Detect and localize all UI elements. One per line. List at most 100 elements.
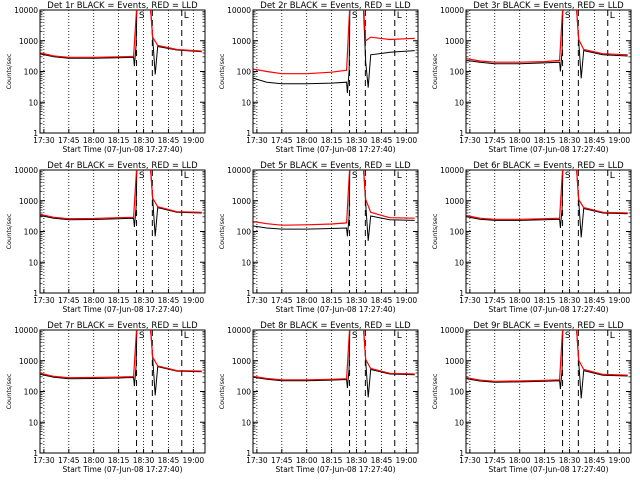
state-marker-l: L [397,171,402,181]
state-marker-s: S [565,331,571,341]
x-tick-label: 18:00 [296,296,318,305]
state-marker-s: S [139,331,145,341]
detector-panel: Det 5r BLACK = Events, RED = LLD 1 10 100 10… [218,161,419,314]
x-tick-label: 18:15 [108,136,130,145]
series-line-events [40,10,202,75]
panel-title: Det 2r BLACK = Events, RED = LLD [260,1,411,11]
x-tick-label: 19:00 [183,456,205,465]
x-tick-label: 17:30 [459,456,481,465]
x-tick-label: 18:45 [371,136,393,145]
plot-frame [39,9,206,134]
x-tick-label: 18:45 [371,456,393,465]
x-tick-label: 18:30 [133,296,155,305]
detector-panel: Det 6r BLACK = Events, RED = LLD 1 10 100 10… [431,161,632,314]
x-axis-label: Start Time (07-Jun-08 17:27:40) [63,465,183,474]
series-line-events [40,330,202,396]
y-tick-label: 100 [24,228,39,237]
x-tick-label: 17:45 [58,136,80,145]
y-tick-label: 100 [237,68,252,77]
state-marker-s: S [352,171,358,181]
x-tick-label: 18:30 [346,296,368,305]
plot-frame [465,329,632,454]
y-tick-label: 1000 [19,197,38,206]
x-tick-label: 18:15 [321,136,343,145]
x-tick-label: 18:45 [371,296,393,305]
y-tick-label: 10 [28,418,38,427]
state-marker-l: L [184,331,189,341]
x-tick-label: 19:00 [183,296,205,305]
y-tick-label: 1 [246,449,251,458]
x-tick-label: 18:30 [559,456,581,465]
y-tick-label: 10000 [227,6,251,15]
detector-panel: Det 2r BLACK = Events, RED = LLD 1 10 100 10… [218,1,419,154]
x-tick-label: 17:30 [33,456,55,465]
x-tick-label: 17:30 [246,136,268,145]
series-line-events [466,330,628,399]
series-group [40,10,202,75]
y-tick-label: 1 [33,289,38,298]
state-marker-l: L [397,11,402,21]
state-marker-l: L [610,171,615,181]
y-axis-label: Counts/sec [218,213,226,249]
x-tick-label: 18:00 [296,136,318,145]
y-tick-label: 10 [28,258,38,267]
state-marker-s: S [565,171,571,181]
x-axis-label: Start Time (07-Jun-08 17:27:40) [276,145,396,154]
state-marker-s: S [565,11,571,21]
x-axis-label: Start Time (07-Jun-08 17:27:40) [276,305,396,314]
plot-frame [252,169,419,294]
x-tick-label: 18:45 [158,136,180,145]
x-tick-label: 19:00 [609,456,631,465]
y-tick-label: 100 [450,68,465,77]
x-tick-label: 17:45 [58,296,80,305]
y-tick-label: 100 [450,388,465,397]
x-tick-label: 18:15 [108,296,130,305]
series-group [40,170,202,237]
panel-title: Det 5r BLACK = Events, RED = LLD [260,161,411,171]
detector-panel: Det 7r BLACK = Events, RED = LLD 1 10 100 10… [5,321,206,474]
series-line-lld [40,170,202,220]
y-tick-label: 10000 [440,6,464,15]
series-group [466,10,628,79]
panel-title: Det 6r BLACK = Events, RED = LLD [473,161,624,171]
x-tick-label: 19:00 [609,296,631,305]
plot-frame [39,329,206,454]
y-tick-label: 10000 [14,166,38,175]
y-tick-label: 10 [241,98,251,107]
x-tick-label: 18:30 [133,136,155,145]
series-line-events [466,10,628,79]
panel-title: Det 1r BLACK = Events, RED = LLD [47,1,198,11]
state-marker-s: S [139,11,145,21]
x-tick-label: 18:15 [321,296,343,305]
series-line-lld [40,10,202,58]
panel-title: Det 8r BLACK = Events, RED = LLD [260,321,411,331]
series-group [466,330,628,399]
plot-frame [39,169,206,294]
y-tick-label: 1000 [232,197,251,206]
y-axis-label: Counts/sec [218,53,226,89]
series-line-lld [253,10,415,75]
x-axis-label: Start Time (07-Jun-08 17:27:40) [63,305,183,314]
y-tick-label: 1 [246,289,251,298]
y-tick-label: 10000 [227,166,251,175]
y-tick-label: 1000 [445,197,464,206]
y-tick-label: 1000 [232,357,251,366]
series-group [253,10,415,94]
y-tick-label: 1 [459,449,464,458]
y-tick-label: 100 [450,228,465,237]
x-tick-label: 17:30 [246,456,268,465]
y-axis-label: Counts/sec [431,213,439,249]
x-tick-label: 18:15 [108,456,130,465]
series-group [253,170,415,241]
y-tick-label: 10000 [14,326,38,335]
panel-title: Det 3r BLACK = Events, RED = LLD [473,1,624,11]
x-tick-label: 17:45 [58,456,80,465]
x-tick-label: 17:45 [484,136,506,145]
series-line-events [253,10,415,94]
x-tick-label: 19:00 [609,136,631,145]
y-tick-label: 10000 [440,326,464,335]
x-tick-label: 18:00 [509,296,531,305]
plot-frame [252,329,419,454]
state-marker-s: S [139,171,145,181]
series-line-events [253,170,415,241]
